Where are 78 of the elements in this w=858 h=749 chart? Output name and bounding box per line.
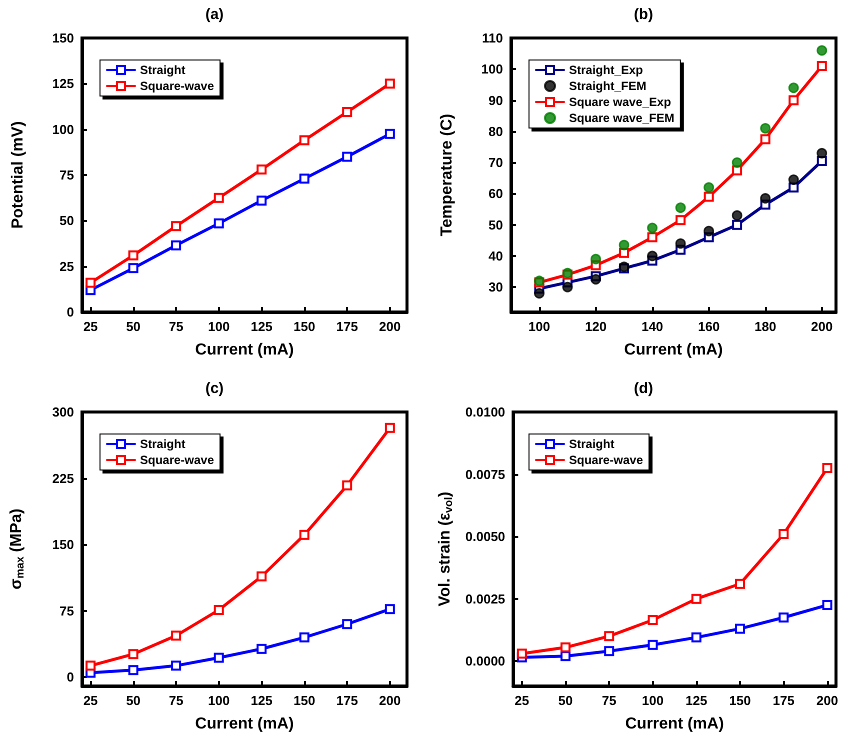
x-axis-title: Current (mA)	[195, 716, 294, 732]
y-tick-label: 50	[60, 213, 74, 228]
y-tick-label: 75	[60, 603, 74, 618]
legend-label: Square wave_Exp	[569, 95, 672, 109]
y-tick-label: 0.0000	[465, 654, 506, 669]
x-tick-label: 100	[528, 319, 550, 334]
y-tick-label: 125	[52, 76, 74, 92]
y-tick-label: 90	[488, 92, 503, 108]
y-tick-label: 50	[488, 217, 503, 232]
x-tick-label: 175	[772, 693, 794, 708]
x-tick-label: 25	[514, 693, 530, 708]
x-tick-label: 125	[250, 693, 272, 708]
chart-title: (d)	[634, 380, 654, 397]
x-tick-label: 100	[208, 693, 230, 708]
legend-label: Square-wave	[569, 453, 644, 467]
x-axis-title: Current (mA)	[195, 342, 294, 358]
x-tick-label: 150	[294, 319, 316, 334]
chart-title: (b)	[634, 6, 654, 23]
y-tick-label: 150	[52, 537, 74, 552]
y-tick-label: 30	[488, 280, 503, 295]
x-tick-label: 50	[126, 319, 141, 334]
x-tick-label: 100	[208, 319, 230, 334]
y-tick-label: 0.0100	[465, 404, 506, 420]
y-tick-label: 0.0050	[465, 529, 506, 544]
y-tick-label: 25	[60, 258, 74, 274]
x-tick-label: 140	[641, 319, 664, 334]
y-axis-title: σmax (MPa)	[8, 508, 26, 590]
x-tick-label: 25	[83, 319, 98, 334]
x-tick-label: 75	[168, 693, 184, 708]
x-tick-label: 175	[336, 693, 358, 708]
chart-title: (c)	[205, 380, 224, 397]
x-tick-label: 175	[336, 319, 358, 334]
y-tick-label: 80	[488, 124, 503, 139]
x-tick-label: 180	[754, 319, 776, 334]
legend-label: Straight	[140, 437, 186, 451]
x-tick-label: 125	[250, 319, 272, 334]
y-tick-label: 225	[52, 470, 74, 486]
x-tick-label: 25	[83, 693, 98, 708]
y-tick-label: 110	[482, 30, 503, 46]
x-tick-label: 150	[729, 693, 751, 708]
y-axis-title: Potential (mV)	[10, 121, 26, 229]
x-tick-label: 150	[294, 693, 316, 708]
y-tick-label: 150	[52, 30, 74, 46]
x-tick-label: 200	[379, 319, 401, 334]
y-tick-label: 70	[488, 155, 503, 170]
y-tick-label: 0.0025	[465, 591, 506, 606]
y-tick-label: 60	[488, 186, 503, 202]
y-tick-label: 75	[60, 168, 74, 182]
legend-label: Straight	[569, 437, 614, 451]
x-tick-label: 100	[642, 693, 664, 708]
x-tick-label: 50	[126, 693, 141, 708]
legend-label: Square wave_FEM	[569, 111, 674, 125]
x-tick-label: 125	[686, 693, 708, 708]
x-tick-label: 50	[558, 693, 573, 708]
legend-label: Straight	[140, 63, 186, 77]
y-tick-label: 40	[488, 248, 503, 264]
y-tick-label: 300	[52, 404, 74, 420]
y-tick-label: 100	[52, 122, 74, 137]
legend-label: Straight_FEM	[569, 79, 646, 93]
legend-label: Square-wave	[140, 453, 214, 467]
legend-label: Square-wave	[140, 79, 214, 93]
x-tick-label: 200	[811, 319, 833, 334]
x-axis-title: Current (mA)	[625, 716, 724, 732]
x-tick-label: 200	[379, 693, 401, 708]
x-tick-label: 200	[816, 693, 838, 708]
y-tick-label: 0	[66, 304, 74, 320]
legend-label: Straight_Exp	[569, 63, 644, 77]
x-axis-title: Current (mA)	[624, 342, 723, 358]
y-tick-label: 0.0075	[465, 466, 506, 482]
y-tick-label: 0	[66, 670, 74, 685]
chart-title: (a)	[205, 6, 224, 23]
x-tick-label: 75	[168, 319, 184, 334]
y-axis-title: Temperature (C)	[438, 114, 456, 236]
y-axis-title: Vol. strain (εvol)	[436, 492, 455, 606]
x-tick-label: 120	[584, 319, 607, 334]
x-tick-label: 160	[698, 319, 720, 334]
x-tick-label: 75	[602, 693, 616, 708]
y-tick-label: 100	[481, 62, 503, 77]
